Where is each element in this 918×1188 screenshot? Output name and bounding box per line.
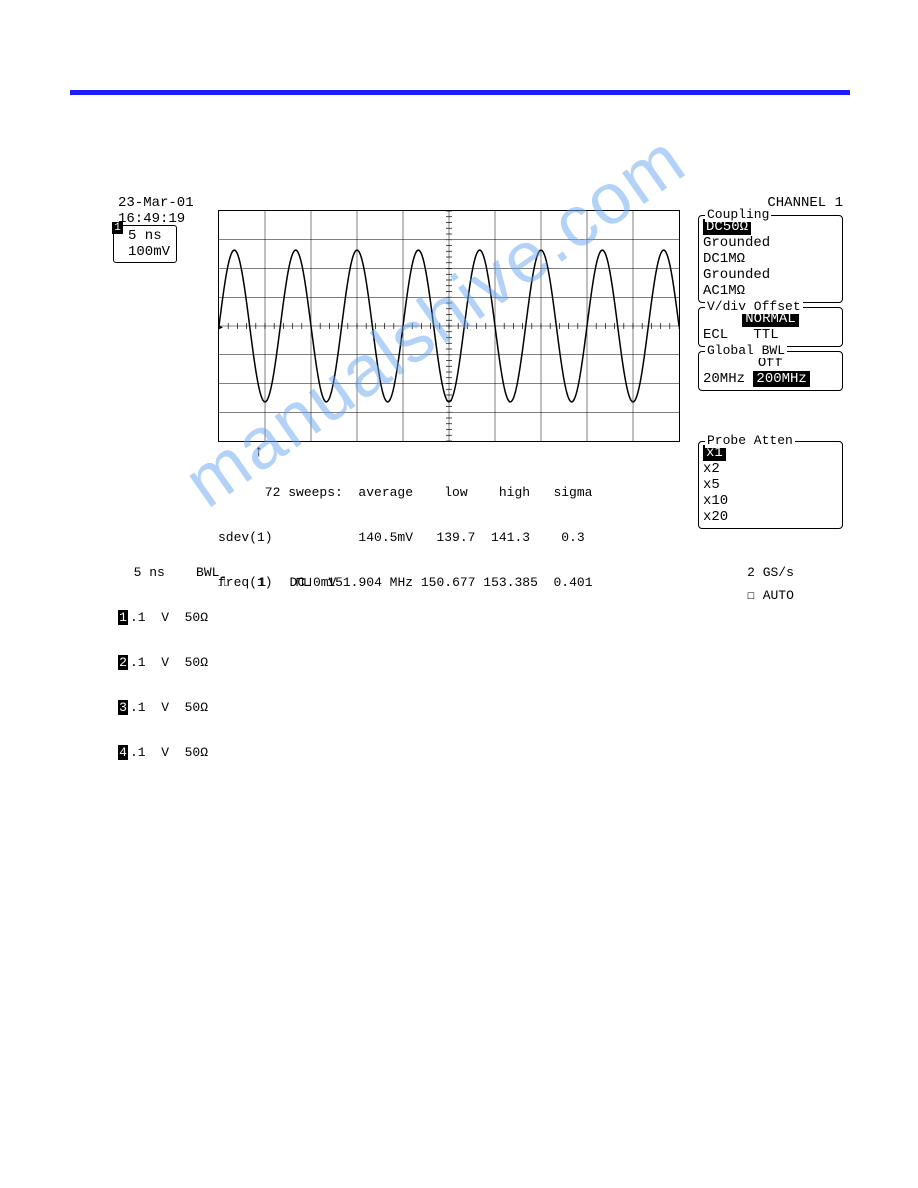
- channel-row: 2.1 V 50Ω: [118, 655, 219, 670]
- coupling-panel[interactable]: Coupling DC50Ω Grounded DC1MΩ Grounded A…: [698, 215, 843, 303]
- bwl-selected[interactable]: 200MHz: [753, 371, 809, 387]
- probe-panel[interactable]: Probe Atten x1 x2 x5 x10 x20: [698, 441, 843, 529]
- coupling-option[interactable]: DC1MΩ: [703, 251, 838, 267]
- waveform-grid: ▶1: [218, 210, 680, 442]
- coupling-option[interactable]: Grounded: [703, 267, 838, 283]
- probe-option[interactable]: x20: [703, 509, 838, 525]
- bwl-20mhz[interactable]: 20MHz: [703, 371, 745, 387]
- vdiv-panel[interactable]: V/div Offset NORMAL ECL TTL: [698, 307, 843, 347]
- channel-tag: 1: [112, 222, 123, 234]
- channel-row: 1.1 V 50Ω: [118, 610, 219, 625]
- channel-row: 3.1 V 50Ω: [118, 700, 219, 715]
- sample-info: 2 GS/s ☐ AUTO: [698, 565, 843, 603]
- trigger-info: ⎍ 1 DC 0mV: [218, 575, 336, 590]
- voltdiv-value: 100mV: [128, 244, 170, 260]
- vdiv-row[interactable]: ECL TTL: [703, 327, 838, 343]
- coupling-option[interactable]: Grounded: [703, 235, 838, 251]
- probe-title: Probe Atten: [705, 433, 795, 448]
- measurement-stats: 72 sweeps: average low high sigma sdev(1…: [218, 455, 593, 620]
- probe-option[interactable]: x2: [703, 461, 838, 477]
- probe-option[interactable]: x10: [703, 493, 838, 509]
- stats-row: sdev(1) 140.5mV 139.7 141.3 0.3: [218, 530, 593, 545]
- timebase-box: 1 5 ns 100mV: [113, 225, 177, 263]
- vdiv-title: V/div Offset: [705, 299, 803, 314]
- coupling-option[interactable]: AC1MΩ: [703, 283, 838, 299]
- date-text: 23-Mar-01: [118, 195, 194, 211]
- datetime: 23-Mar-01 16:49:19: [118, 195, 194, 227]
- waveform-svg: ▶1: [219, 211, 679, 441]
- trigger-edge-icon: ⎍: [218, 575, 227, 590]
- sample-mode: ☐ AUTO: [698, 588, 843, 603]
- channel-row: 4.1 V 50Ω: [118, 745, 219, 760]
- bwl-panel[interactable]: Global BWL Off 20MHz 200MHz: [698, 351, 843, 391]
- timebase-value: 5 ns: [128, 228, 170, 244]
- svg-text:▶: ▶: [219, 323, 223, 334]
- probe-option[interactable]: x5: [703, 477, 838, 493]
- header-rule: [70, 90, 850, 95]
- channel-settings-list: 5 ns BWL 1.1 V 50Ω 2.1 V 50Ω 3.1 V 50Ω 4…: [118, 535, 219, 790]
- stats-header: 72 sweeps: average low high sigma: [218, 485, 593, 500]
- coupling-title: Coupling: [705, 207, 771, 222]
- trigger-ch: 1: [258, 575, 266, 590]
- bwl-title: Global BWL: [705, 343, 787, 358]
- sample-rate: 2 GS/s: [698, 565, 843, 580]
- trigger-text: DC 0mV: [290, 575, 337, 590]
- settings-header: 5 ns BWL: [118, 565, 219, 580]
- right-panel-column: CHANNEL 1 Coupling DC50Ω Grounded DC1MΩ …: [698, 195, 843, 533]
